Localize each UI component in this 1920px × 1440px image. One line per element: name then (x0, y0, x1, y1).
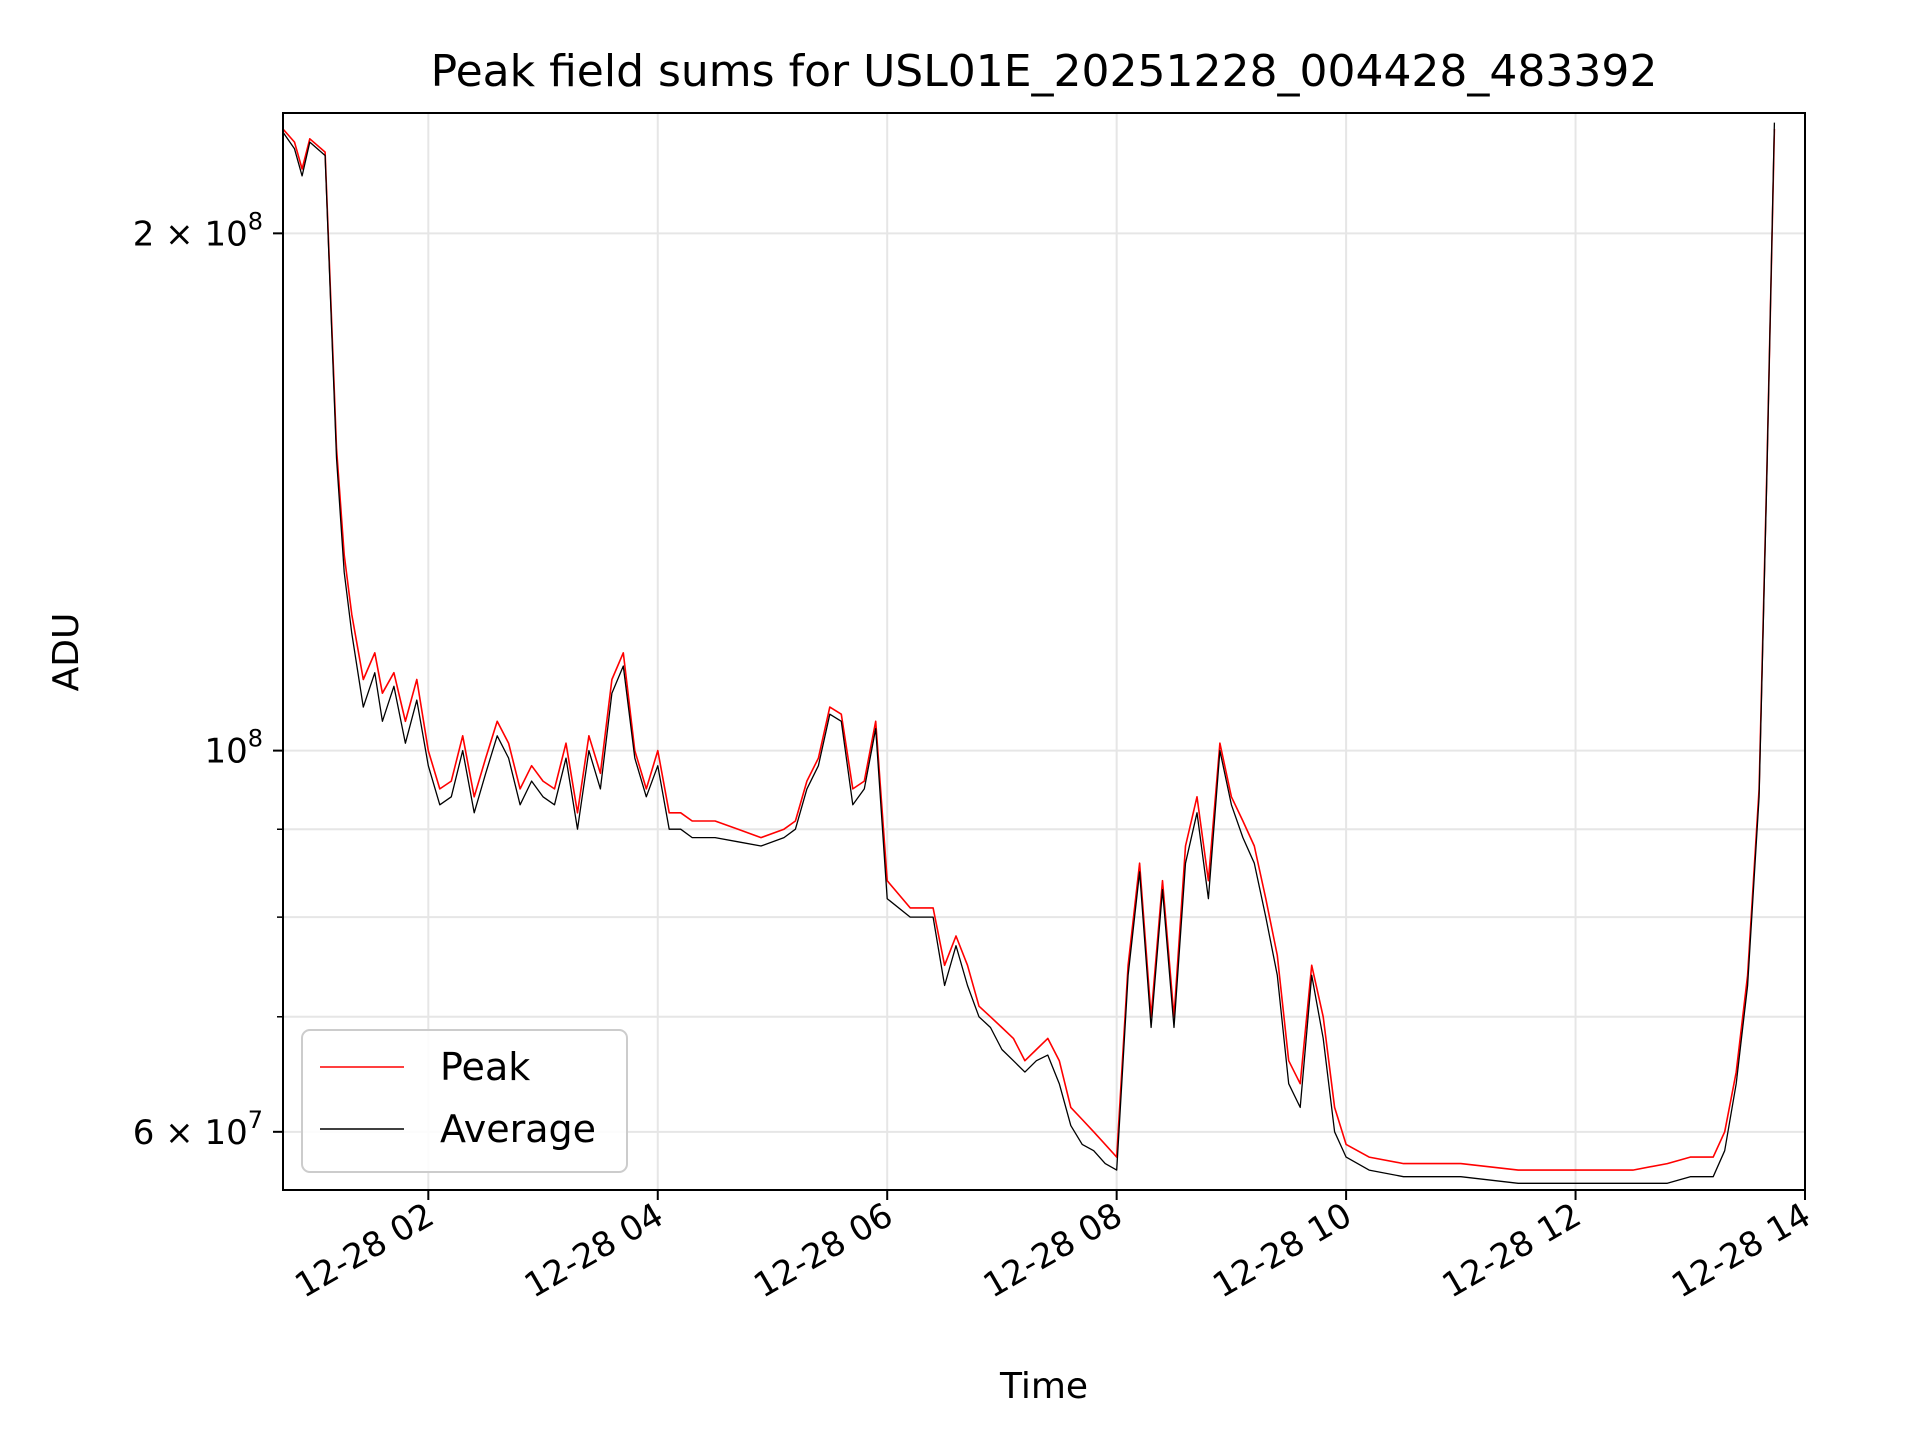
series-line-peak (283, 128, 1776, 1171)
plot-series (283, 122, 1776, 1184)
x-axis-label: Time (999, 1366, 1088, 1407)
legend: Peak Average (301, 1029, 628, 1173)
legend-box (301, 1029, 628, 1173)
series-line-average (283, 122, 1776, 1184)
y-tick-label: 6 × 107 (133, 1106, 263, 1153)
y-tick-label: 2 × 108 (133, 207, 263, 254)
plot-frame (282, 112, 1806, 1191)
legend-label-average: Average (440, 1107, 596, 1151)
y-tick-label: 108 (204, 725, 263, 772)
chart-title: Peak field sums for USL01E_20251228_0044… (431, 46, 1658, 97)
legend-label-peak: Peak (440, 1045, 530, 1089)
y-axis-label: ADU (46, 613, 87, 692)
